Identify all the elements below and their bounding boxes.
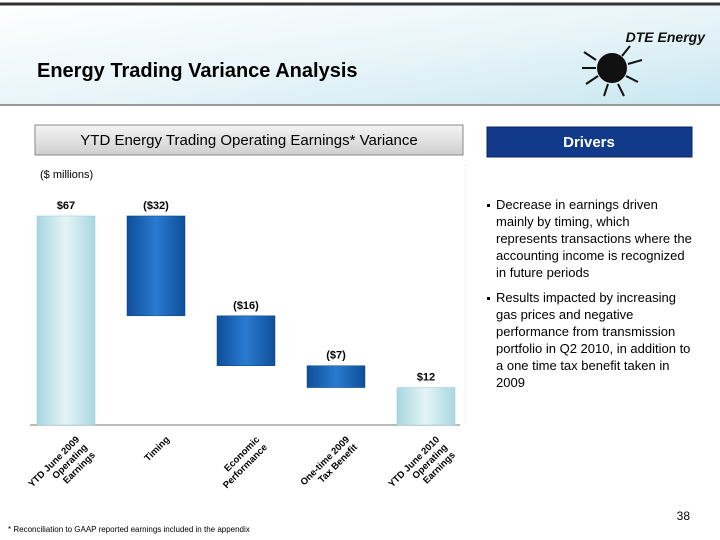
- delta-bar: [306, 365, 366, 388]
- page-number: 38: [677, 509, 691, 523]
- slide-title: Energy Trading Variance Analysis: [37, 60, 358, 82]
- value-label: ($7): [326, 350, 346, 362]
- plot: $67 YTD June 2009OperatingEarnings ($32) Ti…: [27, 200, 458, 505]
- chart-title: YTD Energy Trading Operating Earnings* V…: [80, 132, 417, 149]
- value-label: ($16): [233, 300, 259, 312]
- chart-title-box: [34, 124, 464, 156]
- drivers-title: Drivers: [563, 134, 615, 151]
- value-label: $12: [417, 372, 435, 384]
- logo-mark: [582, 45, 643, 97]
- header-band: [0, 4, 720, 104]
- footnote: * Reconciliation to GAAP reported earnin…: [8, 525, 250, 534]
- x-tick-label: YTD June 2009OperatingEarnings: [27, 434, 98, 505]
- x-tick-label: EconomicPerformance: [213, 434, 270, 491]
- delta-bar: [216, 315, 276, 366]
- x-tick-label: Timing: [142, 434, 172, 464]
- x-tick-label: One-time 2009Tax Benefit: [298, 434, 360, 496]
- value-label: ($32): [143, 200, 169, 212]
- value-label: $67: [57, 200, 75, 212]
- drivers-title-box: [486, 126, 693, 158]
- logo-text: DTE Energy: [626, 29, 707, 45]
- x-tick-label: YTD June 2010OperatingEarnings: [387, 434, 458, 505]
- driver-bullet: Decrease in earnings driven mainly by ti…: [484, 196, 692, 281]
- delta-bar: [126, 215, 186, 317]
- total-bar: [36, 215, 96, 426]
- unit-label: ($ millions): [40, 169, 93, 181]
- driver-bullet: Results impacted by increasing gas price…: [484, 289, 692, 391]
- total-bar: [396, 387, 456, 426]
- drivers-list: Decrease in earnings driven mainly by ti…: [484, 196, 692, 399]
